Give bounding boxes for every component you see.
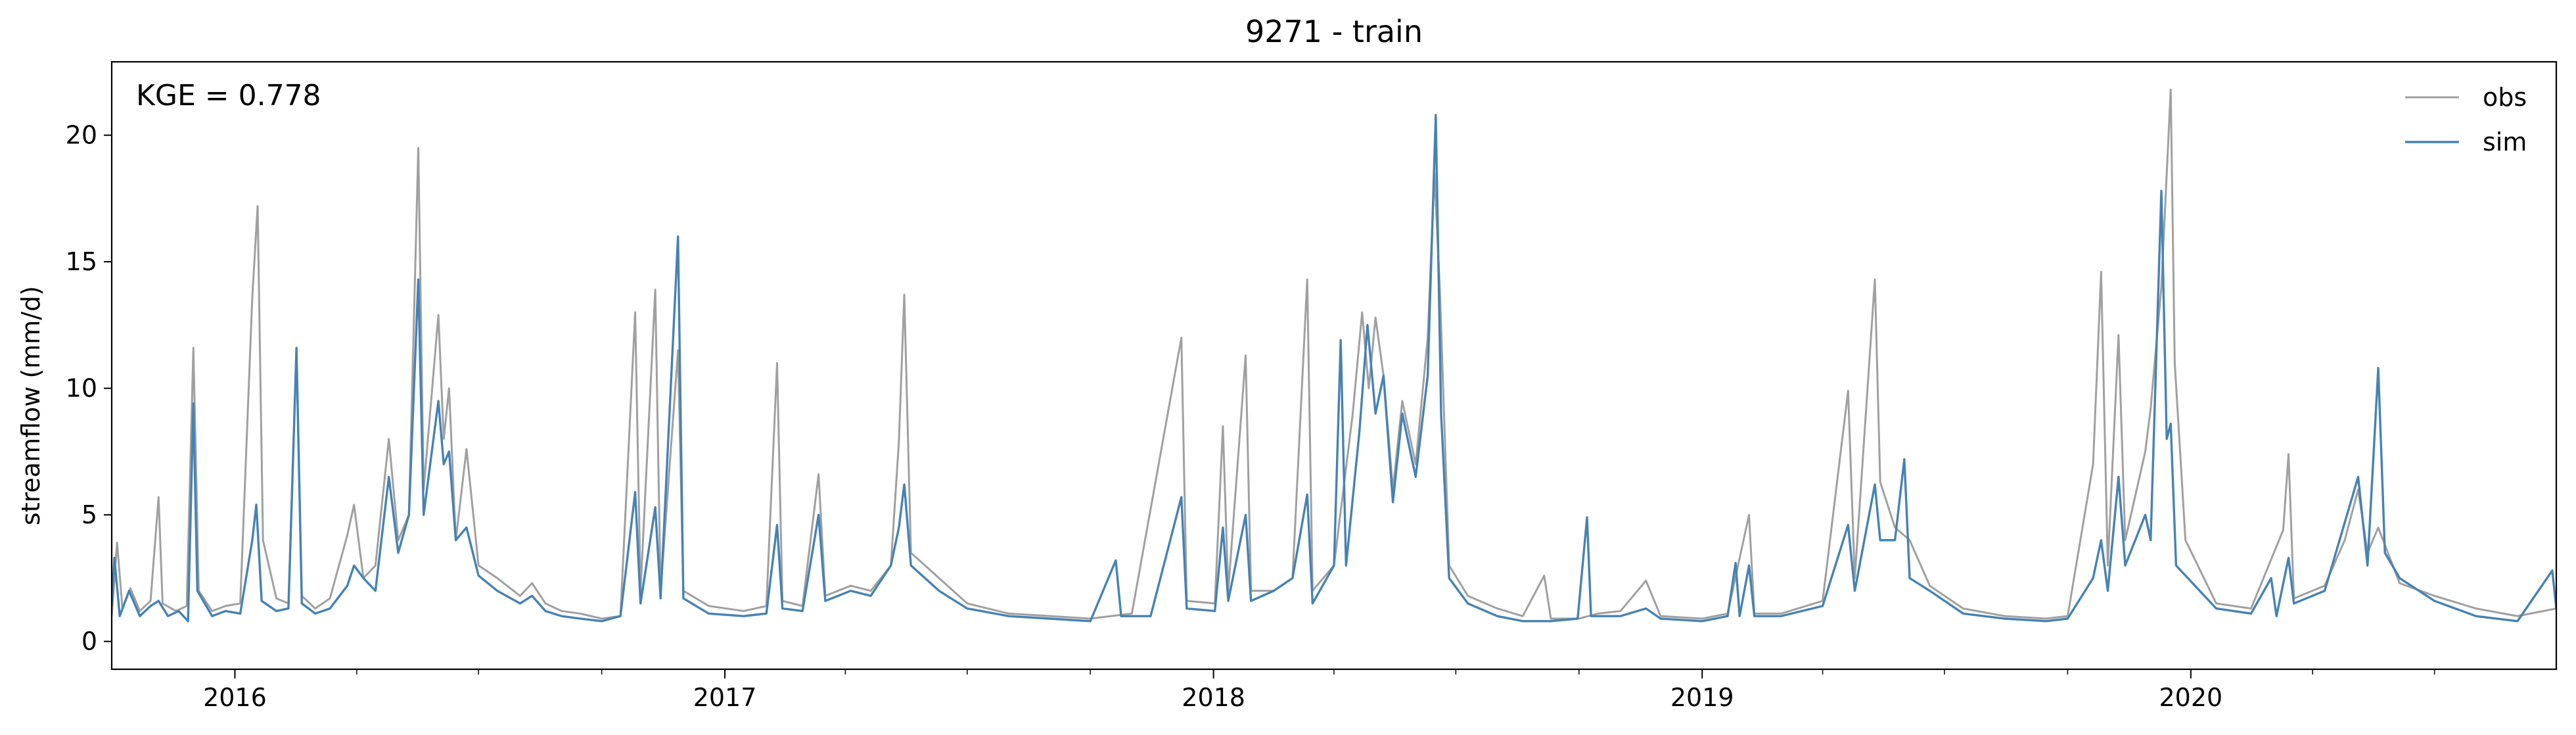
kge-annotation: KGE = 0.778 — [136, 79, 321, 112]
y-axis: 0 5 10 15 20 — [66, 121, 112, 656]
series-line-obs — [112, 88, 2556, 620]
x-tick-label: 2019 — [1670, 683, 1734, 712]
y-tick-label: 5 — [81, 500, 97, 529]
x-tick-label: 2020 — [2159, 683, 2222, 712]
series-line-sim — [112, 114, 2556, 623]
legend: obs sim — [2405, 83, 2527, 156]
x-tick-label: 2018 — [1182, 683, 1245, 712]
chart-title: 9271 - train — [1245, 14, 1423, 49]
y-axis-label: streamflow (mm/d) — [16, 286, 45, 525]
x-tick-label: 2017 — [693, 683, 757, 712]
legend-label-obs: obs — [2483, 83, 2527, 112]
x-axis: 2016 2017 2018 2019 2020 — [203, 669, 2435, 712]
x-tick-label: 2016 — [203, 683, 267, 712]
plot-area: 0 5 10 15 20 2016 2017 2018 2019 2020 — [66, 60, 2558, 712]
y-tick-label: 15 — [66, 247, 97, 276]
y-tick-label: 0 — [81, 627, 97, 656]
legend-label-sim: sim — [2483, 128, 2527, 156]
plot-frame — [110, 60, 2558, 671]
series-layer — [112, 88, 2556, 623]
y-tick-label: 20 — [66, 121, 97, 150]
y-tick-label: 10 — [66, 374, 97, 403]
